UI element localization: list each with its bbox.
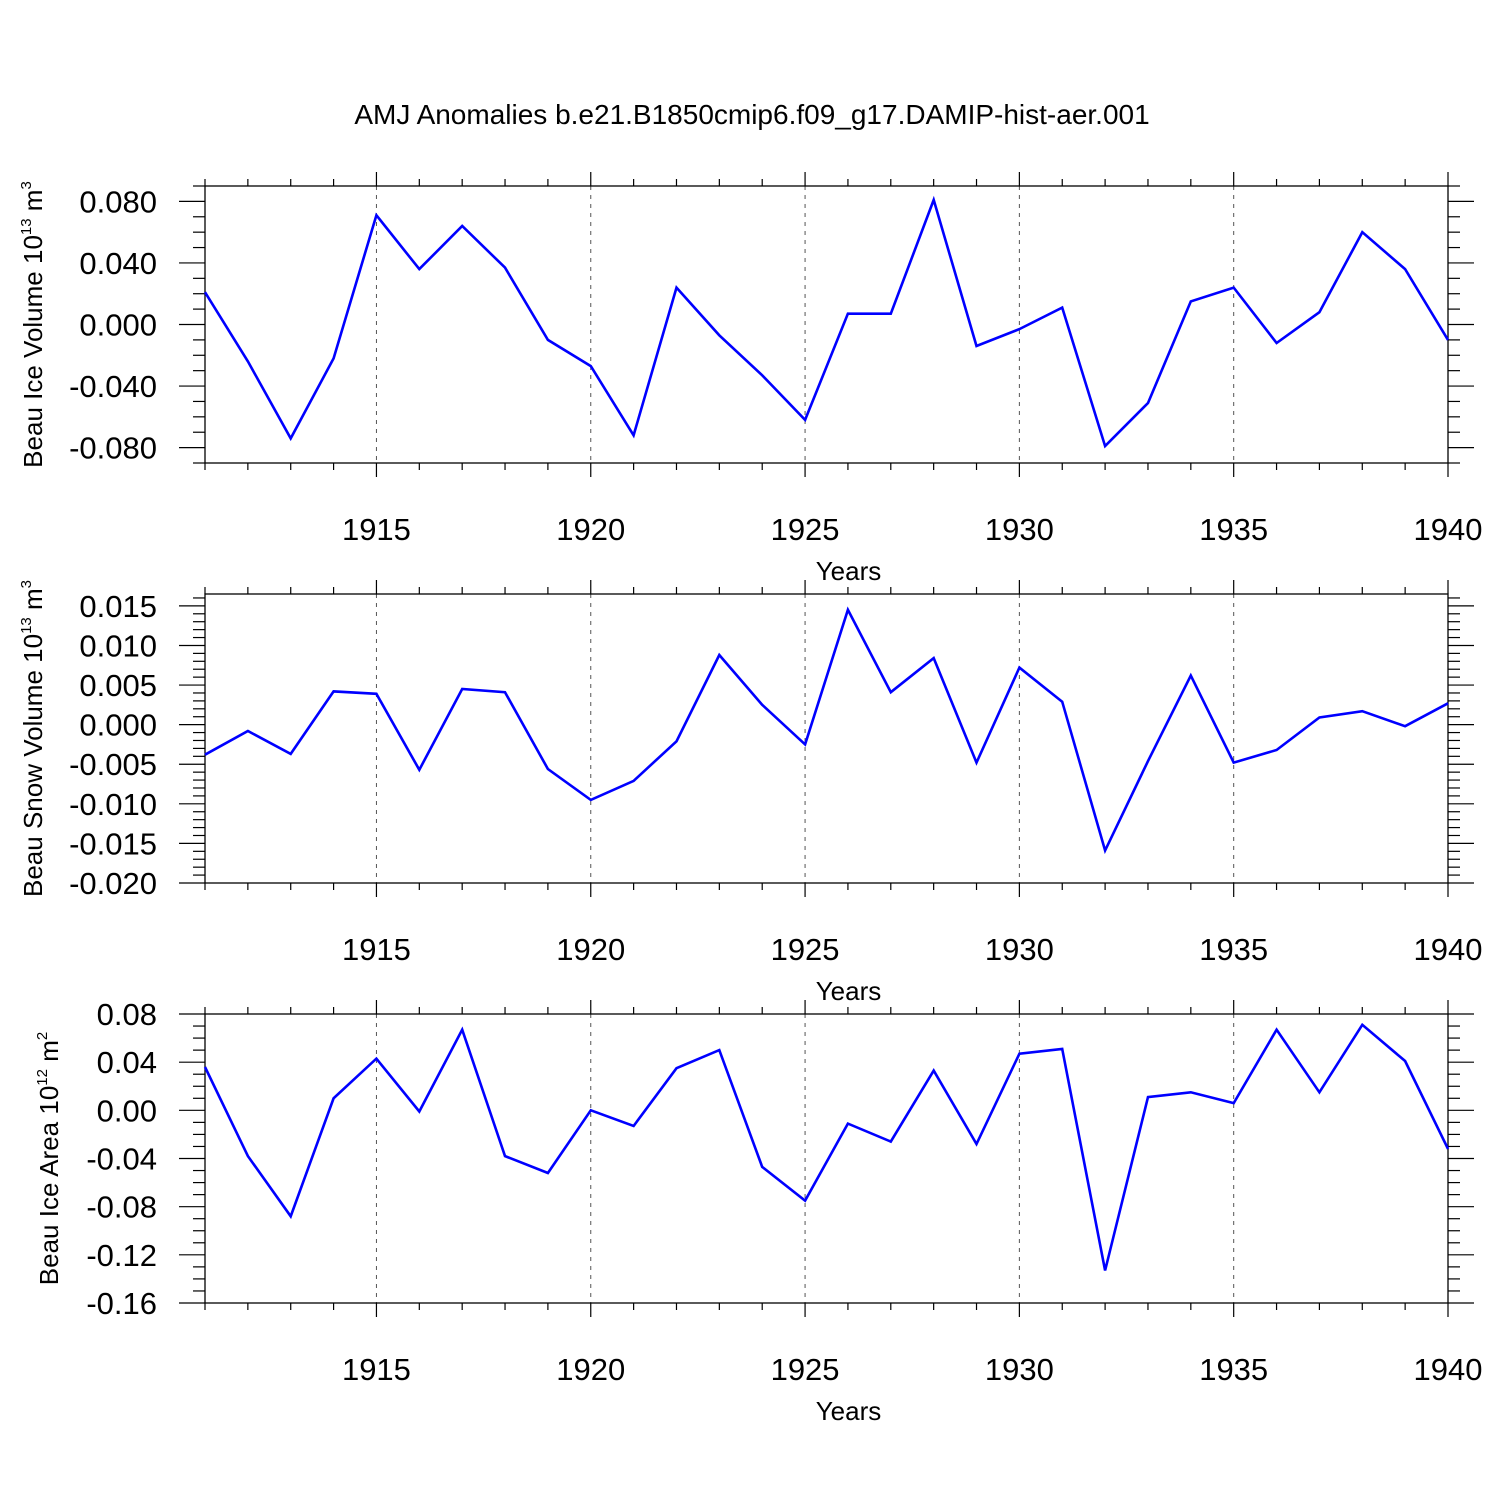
y-axis-label-superscript: 3 bbox=[18, 181, 35, 189]
series-line-beau-ice-area bbox=[203, 1022, 1450, 1271]
x-tick-label: 1925 bbox=[771, 932, 840, 967]
y-tick-label: -0.08 bbox=[86, 1190, 157, 1225]
y-tick-label: -0.16 bbox=[86, 1286, 157, 1321]
panel-3: -0.16 -0.12 -0.08 -0.04 0.00 0.04 0.08 1915 1920… bbox=[34, 997, 1482, 1426]
y-axis-label: Beau Ice Volume 1013 m3 bbox=[18, 181, 48, 468]
x-tick-label: 1915 bbox=[342, 512, 411, 547]
x-tick-label: 1940 bbox=[1414, 1352, 1483, 1387]
y-tick-label: -0.040 bbox=[69, 369, 157, 404]
x-tick-label: 1925 bbox=[771, 512, 840, 547]
x-axis-label: Years bbox=[816, 1396, 882, 1426]
y-axis-label-text: Beau Ice Area 10 bbox=[34, 1086, 64, 1285]
y-tick-label: 0.015 bbox=[79, 589, 157, 624]
x-axis-label: Years bbox=[816, 556, 882, 586]
series-line-beau-snow-volume bbox=[204, 606, 1449, 855]
y-tick-label: -0.020 bbox=[69, 866, 157, 901]
y-tick-label: 0.080 bbox=[79, 184, 157, 219]
y-tick-label: -0.010 bbox=[69, 787, 157, 822]
y-axis-label-text: Beau Ice Volume 10 bbox=[18, 235, 48, 468]
y-tick-label: 0.000 bbox=[79, 308, 157, 343]
x-tick-label: 1920 bbox=[556, 1352, 625, 1387]
plot-frame bbox=[204, 593, 1449, 884]
series-line-beau-ice-volume bbox=[203, 195, 1450, 449]
x-tick-label: 1935 bbox=[1199, 932, 1268, 967]
x-axis-label: Years bbox=[816, 976, 882, 1006]
y-tick-label: 0.000 bbox=[79, 708, 157, 743]
y-axis-label-superscript: 3 bbox=[18, 580, 35, 588]
y-tick-label: 0.005 bbox=[79, 668, 157, 703]
y-axis-label-superscript: 12 bbox=[34, 1069, 51, 1086]
y-axis-label-text: m bbox=[34, 1040, 64, 1069]
x-tick-label: 1930 bbox=[985, 1352, 1054, 1387]
y-tick-label: 0.010 bbox=[79, 628, 157, 663]
x-tick-label: 1935 bbox=[1199, 512, 1268, 547]
y-axis-label-text: m bbox=[18, 588, 48, 617]
y-tick-label: -0.12 bbox=[86, 1238, 157, 1273]
x-tick-label: 1920 bbox=[556, 932, 625, 967]
y-axis-label: Beau Ice Area 1012 m2 bbox=[34, 1032, 64, 1285]
panels: -0.080 -0.040 0.000 0.040 0.080 1915 1920 1925 1… bbox=[18, 172, 1482, 1426]
x-tick-label: 1940 bbox=[1414, 932, 1483, 967]
panel-2: -0.020 -0.015 -0.010 -0.005 0.000 0.005 0.010 0… bbox=[18, 580, 1482, 1006]
x-tick-label: 1915 bbox=[342, 1352, 411, 1387]
y-axis-label-superscript: 13 bbox=[18, 617, 35, 634]
y-axis-label-text: m bbox=[18, 190, 48, 219]
x-tick-label: 1920 bbox=[556, 512, 625, 547]
x-tick-label: 1935 bbox=[1199, 1352, 1268, 1387]
panel-1: -0.080 -0.040 0.000 0.040 0.080 1915 1920 1925 1… bbox=[18, 172, 1482, 586]
x-tick-label: 1930 bbox=[985, 512, 1054, 547]
y-tick-label: 0.08 bbox=[97, 997, 157, 1032]
y-axis-label-superscript: 2 bbox=[34, 1032, 51, 1040]
y-tick-label: -0.04 bbox=[86, 1142, 157, 1177]
y-tick-label: 0.040 bbox=[79, 246, 157, 281]
y-axis-label: Beau Snow Volume 1013 m3 bbox=[18, 580, 48, 897]
y-tick-label: -0.015 bbox=[69, 826, 157, 861]
y-axis-label-text: Beau Snow Volume 10 bbox=[18, 634, 48, 897]
figure-title: AMJ Anomalies b.e21.B1850cmip6.f09_g17.D… bbox=[354, 99, 1149, 130]
x-tick-label: 1925 bbox=[771, 1352, 840, 1387]
x-tick-label: 1930 bbox=[985, 932, 1054, 967]
y-tick-label: 0.04 bbox=[97, 1045, 157, 1080]
x-tick-label: 1915 bbox=[342, 932, 411, 967]
y-tick-label: 0.00 bbox=[97, 1093, 157, 1128]
y-axis-label-superscript: 13 bbox=[18, 218, 35, 235]
y-tick-label: -0.080 bbox=[69, 431, 157, 466]
y-tick-label: -0.005 bbox=[69, 747, 157, 782]
x-tick-label: 1940 bbox=[1414, 512, 1483, 547]
